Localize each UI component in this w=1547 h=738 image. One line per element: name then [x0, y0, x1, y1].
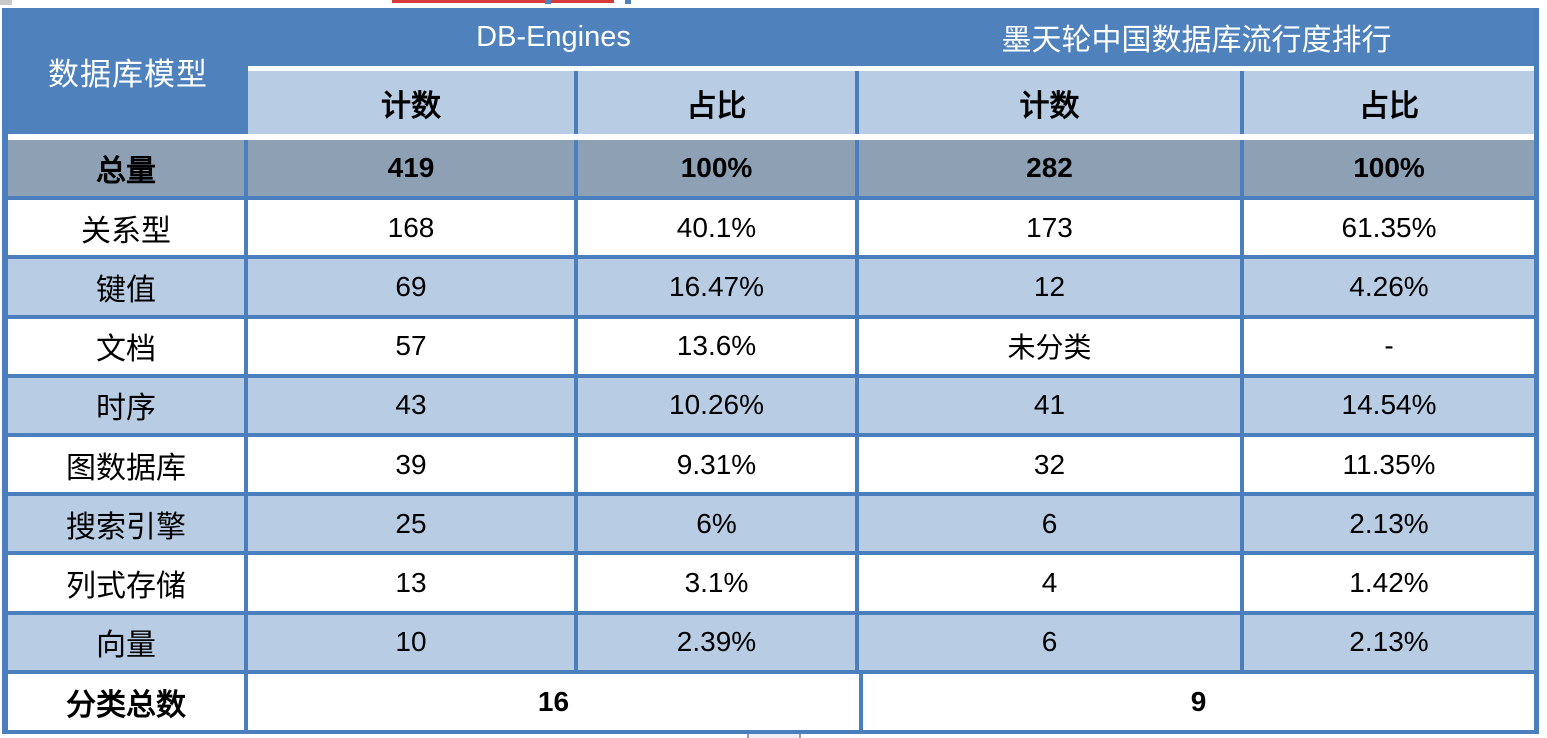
row-label: 向量: [8, 614, 248, 670]
row-label: 关系型: [8, 200, 248, 256]
header-right: DB-Engines 墨天轮中国数据库流行度排行 计数 占比 计数 占比: [248, 8, 1534, 134]
cell-db-count: 25: [248, 496, 578, 552]
cell-db-count: 57: [248, 318, 578, 374]
comparison-table: 数据库模型 DB-Engines 墨天轮中国数据库流行度排行 计数 占比 计数 …: [2, 8, 1539, 734]
table-row: 关系型 168 40.1% 173 61.35%: [8, 196, 1534, 256]
sub-header-row: 计数 占比 计数 占比: [248, 71, 1534, 134]
group-header-motianlun: 墨天轮中国数据库流行度排行: [1001, 24, 1392, 57]
cell-mt-count: 32: [859, 437, 1244, 493]
subheader-db-count: 计数: [248, 71, 578, 134]
cell-mt-count: 41: [859, 377, 1244, 433]
cell-mt-share: -: [1384, 330, 1394, 362]
corner-header-cell: 数据库模型: [8, 8, 248, 134]
cell-mt-share: 11.35%: [1342, 448, 1436, 480]
row-label: 文档: [8, 318, 248, 374]
cell-db-share: 40.1%: [578, 200, 859, 256]
table-row: 列式存储 13 3.1% 4 1.42%: [8, 551, 1534, 611]
subheader-mt-count: 计数: [859, 71, 1244, 134]
cell-mt-count: 6: [859, 614, 1244, 670]
row-label: 图数据库: [8, 437, 248, 493]
cell-mt-share: 2.13%: [1244, 496, 1534, 552]
row-label: 列式存储: [8, 555, 248, 611]
table-row: 图数据库 39 9.31% 32 11.35%: [8, 433, 1534, 493]
cell-mt-share: 1.42%: [1349, 567, 1429, 599]
cell-db-share: 2.39%: [578, 614, 859, 670]
table-row: 向量 10 2.39% 6 2.13%: [8, 610, 1534, 670]
cell-mt-count: 282: [859, 139, 1244, 197]
cell-db-count: 419: [248, 139, 578, 197]
cell-db-share: 16.47%: [578, 259, 859, 315]
group-header-row: DB-Engines 墨天轮中国数据库流行度排行: [248, 8, 1534, 66]
cell-db-share: 6%: [578, 496, 859, 552]
cell-mt-count: 6: [859, 496, 1244, 552]
table-row: 文档 57 13.6% 未分类 -: [8, 314, 1534, 374]
cell-db-count: 168: [248, 200, 578, 256]
row-label: 总量: [8, 139, 248, 197]
underline-tick-icon: [625, 0, 631, 4]
cell-db-count: 39: [248, 437, 578, 493]
table-row-total: 总量 419 100% 282 100%: [8, 139, 1534, 197]
cropped-text-artifact: [0, 0, 12, 5]
cell-db-share: 9.31%: [578, 437, 859, 493]
cell-mt-count: 173: [859, 200, 1244, 256]
subheader-mt-share: 占比: [1244, 71, 1534, 134]
cell-db-count: 13: [248, 555, 578, 611]
cell-mt-count: 未分类: [859, 318, 1244, 374]
table-row: 时序 43 10.26% 41 14.54%: [8, 373, 1534, 433]
cell-mt-count: 4: [859, 555, 1244, 611]
row-label: 键值: [8, 259, 248, 315]
horizontal-scrollbar-thumb[interactable]: [747, 731, 801, 738]
cell-mt-share: 14.54%: [1244, 377, 1534, 433]
cell-db-share: 10.26%: [578, 377, 859, 433]
cell-mt-share: 61.35%: [1341, 211, 1437, 243]
table-row-footer: 分类总数 16 9: [8, 669, 1534, 731]
underline-tick-icon: [545, 0, 551, 4]
group-header-db-engines: DB-Engines: [476, 20, 631, 53]
cell-db-count: 69: [248, 259, 578, 315]
cell-mt-share: 2.13%: [1244, 614, 1534, 670]
cell-mt-category-total: 9: [1190, 685, 1207, 717]
cell-db-category-total: 16: [248, 673, 863, 731]
row-label: 搜索引擎: [8, 496, 248, 552]
table-header: 数据库模型 DB-Engines 墨天轮中国数据库流行度排行 计数 占比 计数 …: [8, 8, 1534, 134]
header-body-gap: [8, 134, 1534, 140]
cell-db-count: 43: [248, 377, 578, 433]
cell-mt-count: 12: [859, 259, 1244, 315]
table-row: 键值 69 16.47% 12 4.26%: [8, 255, 1534, 315]
cell-db-share: 100%: [578, 139, 859, 197]
table-row: 搜索引擎 25 6% 6 2.13%: [8, 492, 1534, 552]
cell-db-count: 10: [248, 614, 578, 670]
spellcheck-underline-red: [392, 0, 614, 3]
cell-db-share: 13.6%: [578, 318, 859, 374]
row-label: 时序: [8, 377, 248, 433]
header-gap: [248, 66, 1534, 71]
cell-mt-share: 100%: [1244, 139, 1534, 197]
cell-db-share: 3.1%: [578, 555, 859, 611]
subheader-db-share: 占比: [578, 71, 859, 134]
row-label: 分类总数: [8, 673, 248, 731]
cell-mt-share: 4.26%: [1244, 259, 1534, 315]
